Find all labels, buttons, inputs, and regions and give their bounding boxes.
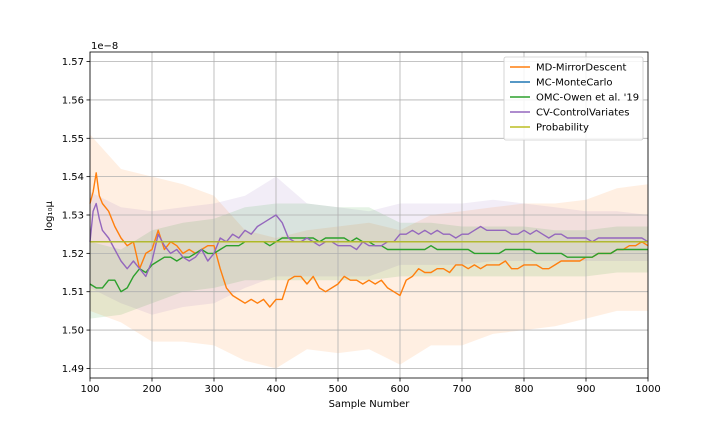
y-tick-label-5: 1.54 [62, 172, 84, 183]
x-tick-label-4: 500 [328, 384, 347, 395]
y-tick-label-4: 1.53 [62, 211, 84, 222]
y-tick-label-6: 1.55 [62, 134, 84, 145]
y-tick-label-0: 1.49 [62, 364, 84, 375]
x-tick-label-5: 600 [390, 384, 409, 395]
x-tick-label-1: 200 [142, 384, 161, 395]
x-axis-ticks: 100 200 300 400 500 600 700 800 900 1000 [80, 378, 661, 395]
legend-box [503, 56, 644, 141]
x-tick-label-6: 700 [452, 384, 471, 395]
x-tick-label-8: 900 [576, 384, 595, 395]
legend-label-1: MC-MonteCarlo [536, 78, 613, 89]
y-tick-label-2: 1.51 [62, 287, 84, 298]
y-axis-title: log₁₀μ [44, 201, 55, 231]
x-tick-label-2: 300 [204, 384, 223, 395]
legend-label-3: CV-ControlVariates [536, 108, 630, 119]
y-axis-ticks: 1.49 1.50 1.51 1.52 1.53 1.54 1.55 1.56 1.57 [62, 57, 90, 375]
x-tick-label-0: 100 [80, 384, 99, 395]
y-tick-label-1: 1.50 [62, 326, 84, 337]
x-tick-label-7: 800 [514, 384, 533, 395]
x-axis-title: Sample Number [329, 399, 411, 410]
series-line-0 [89, 172, 649, 308]
legend-label-0: MD-MirrorDescent [536, 63, 626, 74]
y-tick-label-8: 1.57 [62, 57, 84, 68]
band-0 [90, 134, 648, 369]
x-tick-label-3: 400 [266, 384, 285, 395]
x-tick-label-9: 1000 [635, 384, 660, 395]
legend-label-2: OMC-Owen et al. '19 [536, 93, 639, 104]
y-tick-label-7: 1.56 [62, 95, 84, 106]
legend-items: MD-MirrorDescent MC-MonteCarlo OMC-Owen et… [510, 63, 639, 134]
legend: MD-MirrorDescent MC-MonteCarlo OMC-Owen et… [503, 56, 644, 141]
legend-label-4: Probability [536, 123, 589, 134]
series-lines [89, 172, 649, 308]
y-offset-label: 1e−8 [91, 41, 118, 52]
y-tick-label-3: 1.52 [62, 249, 84, 260]
